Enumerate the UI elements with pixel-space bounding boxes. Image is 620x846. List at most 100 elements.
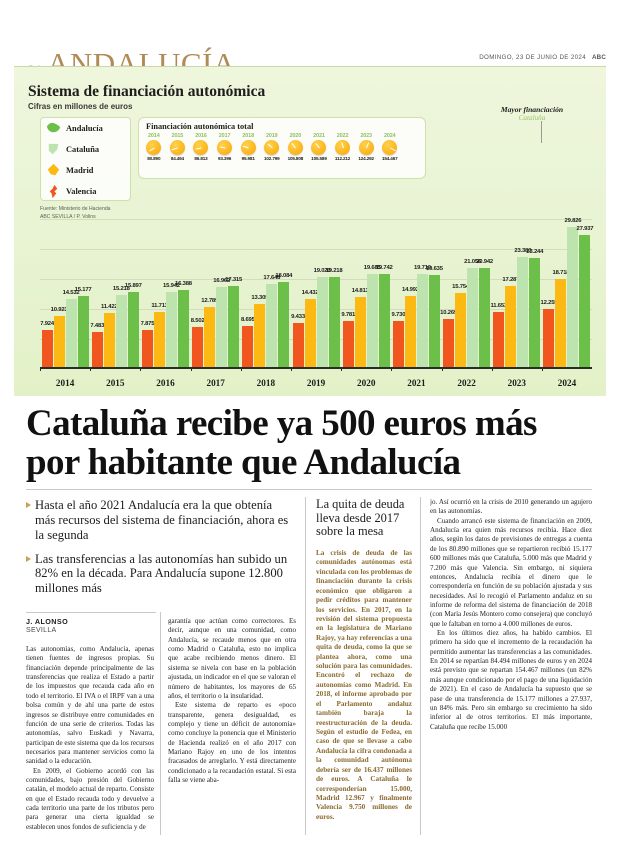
dial-value: 112.212 xyxy=(334,156,351,161)
bar-catalua-2024: 29.826 xyxy=(565,218,582,367)
gauge-icon xyxy=(217,140,233,155)
annotation-leader-line xyxy=(541,121,542,143)
gridline xyxy=(40,249,592,250)
dial-year: 2015 xyxy=(171,133,184,139)
axis-tick xyxy=(341,367,343,371)
bar-group-2021: 9.730 14.992 19.710 19.635 xyxy=(391,209,443,371)
bar-value-label: 20.942 xyxy=(476,259,494,266)
column-rule xyxy=(160,612,161,835)
dial-year: 2023 xyxy=(360,133,372,139)
x-tick-label-2017: 2017 xyxy=(206,378,225,388)
valencia-map-icon xyxy=(45,183,62,200)
dial-value: 154.467 xyxy=(381,156,398,161)
x-tick-label-2024: 2024 xyxy=(557,378,577,388)
bar-group-2017: 8.502 12.789 16.962 17.315 xyxy=(190,209,242,371)
bar-value-label: 17.315 xyxy=(225,276,243,283)
bar-value-label: 18.718 xyxy=(552,269,570,276)
bar-value-label: 14.432 xyxy=(301,290,319,296)
bar-group-2014: 7.924 10.923 14.532 15.177 xyxy=(40,209,92,371)
total-dial-2022: 2022 112.212 xyxy=(331,133,355,161)
bar-value-label: 19.020 xyxy=(313,268,331,275)
total-dial-2017: 2017 93.396 xyxy=(213,133,237,161)
bar-catalua-2023: 23.380 xyxy=(514,248,531,367)
bar-andaluca-2015: 15.897 xyxy=(125,283,142,367)
annotation-primary: Mayor financiación xyxy=(500,105,564,114)
legend-item-catalua: Cataluña xyxy=(41,139,130,160)
axis-tick xyxy=(190,367,192,371)
bar-value-label: 7.483 xyxy=(90,322,105,329)
gauge-icon xyxy=(169,140,185,155)
x-tick-label-2020: 2020 xyxy=(357,378,376,388)
bar-value-label: 12.789 xyxy=(201,297,219,304)
x-tick-label-2018: 2018 xyxy=(256,378,276,388)
body-paragraph: En 2009, el Gobierno acordó con las comu… xyxy=(26,766,154,831)
bar-value-label: 14.813 xyxy=(351,288,369,295)
bar-value-label: 17.648 xyxy=(263,274,281,281)
bar-value-label: 9.730 xyxy=(391,312,406,319)
chart-bar-groups: 7.924 10.923 14.532 15.177 7.483 11.422 15.218… xyxy=(40,209,594,371)
bar-andaluca-2014: 15.177 xyxy=(75,287,92,367)
bar-value-label: 11.653 xyxy=(490,303,508,310)
bar-andaluca-2019: 19.218 xyxy=(326,268,343,367)
max-financing-annotation: Mayor financiación Cataluña xyxy=(472,105,592,122)
x-tick-label-2014: 2014 xyxy=(55,378,75,388)
total-dial-2021: 2021 105.589 xyxy=(307,133,331,161)
bar-value-label: 14.992 xyxy=(401,287,419,294)
bar-catalua-2020: 19.685 xyxy=(364,265,381,367)
bar-value-label: 9.781 xyxy=(341,311,356,318)
bar-value-label: 7.924 xyxy=(40,320,54,327)
total-dial-2023: 2023 124.292 xyxy=(354,133,378,161)
bar-value-label: 15.754 xyxy=(452,283,470,290)
bar-madrid-2017: 12.789 xyxy=(201,298,218,367)
bar-andaluca-2020: 19.742 xyxy=(376,265,393,367)
bar-valencia-2022: 10.269 xyxy=(440,310,457,367)
feature-headline: La quita de deuda lleva desde 2017 sobre… xyxy=(316,497,405,539)
bar-value-label: 7.875 xyxy=(140,320,155,327)
bar-catalua-2021: 19.710 xyxy=(414,265,431,367)
dial-year: 2021 xyxy=(313,133,325,139)
byline-rule xyxy=(26,612,156,613)
gridline xyxy=(40,309,592,310)
bar-catalua-2022: 21.056 xyxy=(464,259,481,367)
bar-catalua-2016: 15.942 xyxy=(163,283,180,367)
chart-x-tick-labels: 2014 2015 2016 2017 2018 2019 2020 2021 2022 2023… xyxy=(40,378,592,388)
body-paragraph: Este sistema de reparto es «poco transpa… xyxy=(168,701,296,785)
bar-andaluca-2017: 17.315 xyxy=(225,277,242,367)
financing-bar-chart: 7.924 10.923 14.532 15.177 7.483 11.422 15.218… xyxy=(40,209,594,388)
bar-valencia-2018: 8.695 xyxy=(241,317,255,367)
bar-catalua-2015: 15.218 xyxy=(113,286,130,367)
legend-label: Valencia xyxy=(66,187,97,196)
bar-andaluca-2022: 20.942 xyxy=(476,259,493,367)
bar-madrid-2016: 11.711 xyxy=(151,303,168,367)
bar-group-2015: 7.483 11.422 15.218 15.897 xyxy=(90,209,142,371)
bar-value-label: 11.711 xyxy=(151,302,168,309)
gauge-icon xyxy=(264,140,280,155)
total-dial-2018: 2018 95.981 xyxy=(236,133,260,161)
axis-tick xyxy=(441,367,443,371)
bar-value-label: 17.287 xyxy=(502,276,520,283)
bar-valencia-2014: 7.924 xyxy=(40,321,54,367)
bar-value-label: 19.635 xyxy=(425,265,443,272)
axis-tick xyxy=(40,367,41,371)
bar-value-label: 9.433 xyxy=(291,313,305,320)
bar-madrid-2024: 18.718 xyxy=(553,270,570,367)
masthead: 24 ANDALUCÍA DOMINGO, 23 DE JUNIO DE 202… xyxy=(0,24,620,81)
bar-andaluca-2016: 16.388 xyxy=(175,281,192,367)
x-tick-label-2019: 2019 xyxy=(306,378,326,388)
gauge-icon xyxy=(311,140,327,155)
bar-madrid-2022: 15.754 xyxy=(452,284,469,367)
headline-rule xyxy=(26,489,592,490)
total-dial-2015: 2015 84.494 xyxy=(166,133,190,161)
article-headline: Cataluña recibe ya 500 euros más por hab… xyxy=(26,403,537,484)
dateline-date: DOMINGO, 23 DE JUNIO DE 2024 xyxy=(479,54,586,61)
gauge-icon xyxy=(382,140,398,155)
total-financing-box: Financiación autonómica total 2014 80.890… xyxy=(138,117,426,179)
bar-valencia-2024: 12.255 xyxy=(541,300,558,367)
total-dial-2016: 2016 86.813 xyxy=(189,133,213,161)
key-point-2: Las transferencias a las autonomías han … xyxy=(26,552,294,597)
bar-catalua-2019: 19.020 xyxy=(314,268,331,367)
total-financing-dials: 2014 80.890 2015 84.494 2016 86.813 2017 93.396… xyxy=(142,133,402,161)
dial-year: 2017 xyxy=(218,133,231,139)
axis-tick xyxy=(391,367,393,371)
bar-valencia-2016: 7.875 xyxy=(141,321,155,367)
